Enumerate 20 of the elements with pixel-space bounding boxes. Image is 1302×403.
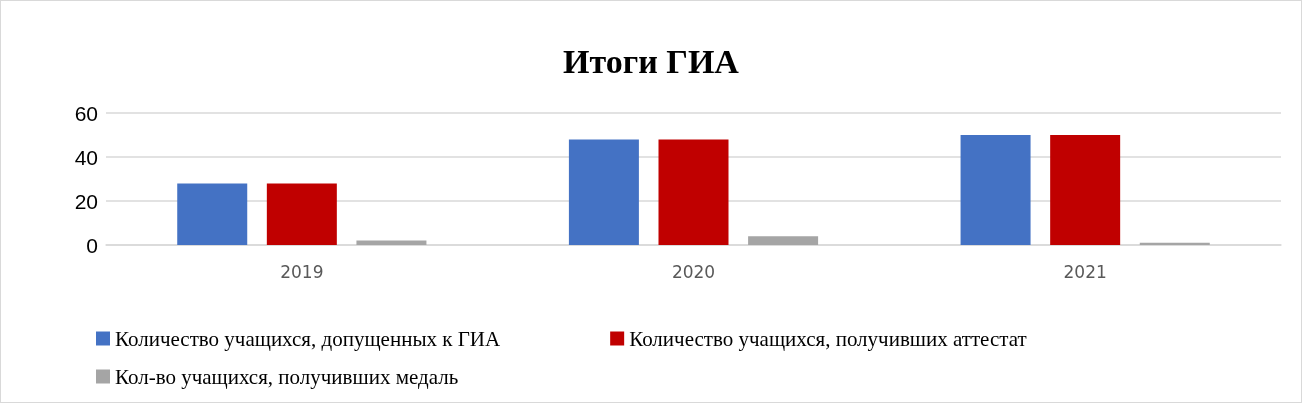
x-tick-label: 2019 — [280, 261, 324, 282]
bar — [1139, 242, 1210, 245]
bar — [177, 183, 248, 245]
bar — [748, 236, 819, 245]
legend-label: Кол-во учащихся, получивших медаль — [115, 364, 459, 389]
bar — [266, 183, 337, 245]
y-tick-label: 20 — [74, 189, 98, 213]
legend-label: Количество учащихся, получивших аттестат — [629, 326, 1027, 351]
bar — [568, 139, 639, 245]
bar — [1050, 135, 1121, 245]
y-tick-label: 0 — [86, 233, 98, 257]
legend-label: Количество учащихся, допущенных к ГИА — [115, 326, 501, 351]
bar — [960, 135, 1031, 245]
x-tick-label: 2021 — [1063, 261, 1107, 282]
x-tick-label: 2020 — [671, 261, 716, 282]
y-tick-label: 40 — [74, 145, 98, 169]
bar — [658, 139, 729, 245]
bar — [356, 240, 427, 245]
chart-title: Итоги ГИА — [563, 42, 740, 80]
y-tick-label: 60 — [74, 101, 98, 125]
